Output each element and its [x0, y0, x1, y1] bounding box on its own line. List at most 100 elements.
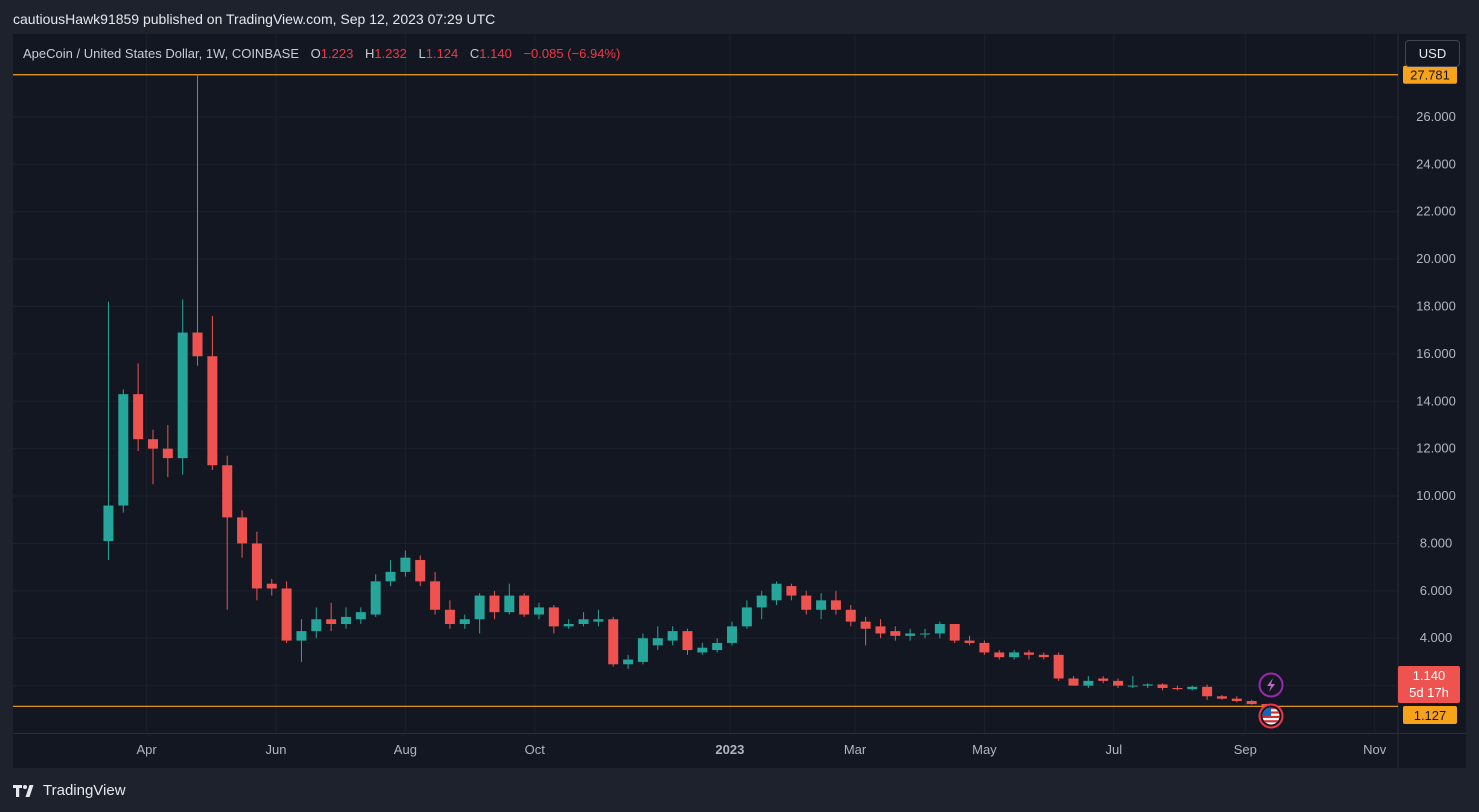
- candle-body: [667, 631, 678, 641]
- candle-body: [355, 612, 366, 620]
- candle: [563, 619, 574, 629]
- candle: [192, 74, 203, 366]
- candle-body: [237, 517, 248, 544]
- lightning-icon[interactable]: [1258, 672, 1284, 698]
- candle: [578, 612, 589, 627]
- price-tick-label: 14.000: [1416, 393, 1456, 408]
- price-tick-label: 4.000: [1420, 630, 1453, 645]
- candle: [534, 602, 545, 620]
- candle-body: [415, 560, 426, 582]
- candle: [147, 429, 158, 485]
- candle-body: [1009, 652, 1020, 658]
- candle-body: [1231, 698, 1242, 702]
- candle: [355, 607, 366, 625]
- candle: [1246, 699, 1257, 705]
- candle: [816, 593, 827, 620]
- candle-body: [385, 571, 396, 582]
- time-tick-label: Oct: [525, 742, 546, 757]
- candle: [949, 624, 960, 643]
- candle: [207, 315, 218, 470]
- candle: [727, 621, 738, 646]
- currency-button[interactable]: USD: [1405, 40, 1460, 67]
- time-tick-label: Jul: [1105, 742, 1122, 757]
- candle-body: [905, 633, 916, 636]
- candle: [504, 583, 515, 615]
- candle-body: [430, 581, 441, 610]
- candle-body: [326, 619, 337, 625]
- candle: [519, 593, 530, 617]
- candle-body: [296, 631, 307, 641]
- candle-body: [281, 588, 292, 641]
- candle: [637, 633, 648, 665]
- candle: [934, 621, 945, 639]
- candle-body: [474, 595, 485, 620]
- time-tick-label: May: [972, 742, 997, 757]
- candle-body: [1053, 654, 1064, 679]
- price-tick-label: 18.000: [1416, 298, 1456, 313]
- candle-body: [608, 619, 619, 665]
- candle: [860, 616, 871, 646]
- time-tick-label: Nov: [1363, 742, 1387, 757]
- candle-body: [177, 332, 188, 459]
- price-tick-label: 20.000: [1416, 251, 1456, 266]
- candle: [830, 590, 841, 615]
- us-flag-icon[interactable]: [1258, 703, 1284, 729]
- candle: [623, 654, 634, 670]
- candle: [385, 560, 396, 587]
- candle: [1038, 652, 1049, 660]
- candle: [444, 600, 455, 629]
- candle-body: [1127, 685, 1138, 687]
- close-value: 1.140: [479, 46, 512, 61]
- candle-body: [1068, 678, 1079, 686]
- candle: [905, 628, 916, 641]
- symbol-description: ApeCoin / United States Dollar, 1W, COIN…: [23, 46, 300, 61]
- chart-panel[interactable]: 2.0004.0006.0008.00010.00012.00014.00016…: [13, 34, 1466, 768]
- candle-body: [756, 595, 767, 608]
- candle-body: [637, 638, 648, 662]
- high-value: 1.232: [374, 46, 407, 61]
- candle-body: [534, 607, 545, 615]
- price-tick-label: 24.000: [1416, 156, 1456, 171]
- tradingview-brand-name: TradingView: [43, 782, 126, 799]
- price-tick-label: 16.000: [1416, 346, 1456, 361]
- price-tick-label: 8.000: [1420, 535, 1453, 550]
- time-axis-labels: Apr Jun Aug Oct 2023 Mar May Jul Sep Nov: [137, 742, 1387, 757]
- high-label: H: [364, 46, 375, 61]
- candle-body: [266, 583, 277, 589]
- candle-body: [251, 543, 262, 589]
- candle-body: [949, 624, 960, 641]
- candle: [964, 635, 975, 646]
- candle-body: [1023, 652, 1034, 655]
- candle: [1172, 685, 1183, 691]
- candle: [1157, 683, 1168, 691]
- time-tick-label: Mar: [844, 742, 867, 757]
- time-tick-label: Jun: [266, 742, 287, 757]
- tradingview-brand[interactable]: TradingView: [13, 782, 126, 799]
- candle-body: [192, 332, 203, 357]
- axes: [13, 34, 1466, 768]
- line-price-badge-text: 1.127: [1414, 708, 1447, 723]
- low-value: 1.124: [425, 46, 459, 61]
- candle: [1098, 676, 1109, 684]
- candle-body: [623, 659, 634, 665]
- candle-body: [548, 607, 559, 627]
- candle: [430, 571, 441, 615]
- horizontal-lines[interactable]: [13, 74, 1398, 707]
- last-price-text: 1.140: [1413, 668, 1446, 683]
- candle-body: [1202, 686, 1213, 697]
- candle-body: [370, 581, 381, 615]
- candle-body: [162, 448, 173, 459]
- candle: [251, 531, 262, 601]
- candle-body: [994, 652, 1005, 658]
- candle: [474, 593, 485, 634]
- candle-body: [727, 626, 738, 643]
- candle-body: [801, 595, 812, 610]
- candlestick-chart[interactable]: 2.0004.0006.0008.00010.00012.00014.00016…: [13, 34, 1466, 768]
- candle-body: [934, 624, 945, 634]
- candle: [103, 301, 114, 561]
- candle-body: [1246, 701, 1257, 705]
- candle: [415, 555, 426, 587]
- candle-body: [741, 607, 752, 627]
- candle-body: [1187, 686, 1198, 690]
- candle-body: [1113, 680, 1124, 686]
